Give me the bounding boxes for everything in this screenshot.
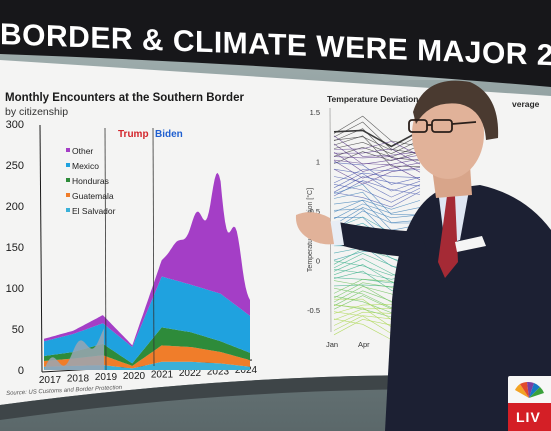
x-tick-label: 2017 [39,375,62,386]
banner [0,0,551,87]
temperature-line [333,128,421,161]
right-y-tick-label: -0.5 [307,306,320,315]
temperature-line [333,115,421,147]
temperature-line [333,143,421,165]
y-tick-label: 0 [18,365,24,377]
right-x-tick-label: Apr [358,340,370,349]
right-x-tick-label: Jan [326,340,338,349]
temperature-line [333,184,421,203]
presenter-tie [438,196,458,278]
presenter-hand [295,212,334,245]
right-y-tick-label: 0 [316,257,320,266]
temperature-line [333,184,421,216]
x-tick-label: 2023 [207,367,230,378]
temperature-line [333,145,421,158]
x-tick-label: 2018 [67,374,90,385]
presenter-glasses [408,119,477,133]
trump-start-line [104,127,107,371]
area-baseline [44,328,104,370]
trump-label: Trump [118,129,149,140]
y-tick-label: 250 [6,160,24,172]
legend-swatch [66,163,70,167]
right-chart-title: Temperature Deviation [327,94,419,104]
temperature-line [333,160,421,179]
y-tick-label: 300 [6,119,24,131]
x-tick-label: 2019 [95,372,118,383]
y-tick-label: 100 [6,283,24,295]
legend-item: El Salvador [72,206,116,216]
temperature-line [333,168,421,192]
temperature-line [333,139,421,155]
y-tick-label: 200 [6,201,24,213]
temperature-line [333,156,421,173]
temperature-line [333,191,421,224]
right-y-tick-label: 0.5 [310,207,320,216]
temperature-line [333,141,421,156]
legend-item: Mexico [72,161,99,171]
temperature-line [333,135,421,157]
y-tick-label: 150 [6,242,24,254]
x-tick-label: 2022 [179,368,202,379]
left-stacked-areas: Other Mexico Honduras Guatemala El Salvador T… [44,129,250,370]
left-x-ticks: 2017 2018 2019 2020 2021 2022 2023 2024 [39,365,258,386]
temperature-line [333,172,421,189]
biden-label: Biden [155,129,183,140]
biden-start-line [152,127,155,367]
temperature-line [333,129,421,148]
presenter-hair [413,80,499,140]
temperature-line [333,210,420,231]
legend-item: Honduras [72,176,109,186]
temperature-line [333,199,421,213]
peacock-icon [508,376,551,403]
temperature-line [333,203,421,220]
right-chart-title-tail: verage [512,99,540,109]
presenter-arm [336,222,430,258]
temperature-line [333,169,421,184]
presenter-head [412,89,484,179]
temperature-line [333,176,421,193]
x-tick-label: 2024 [235,365,258,376]
temperature-line [333,148,421,165]
presenter-pocket-square [455,236,486,252]
left-chart-title: Monthly Encounters at the Southern Borde… [5,92,244,104]
left-y-ticks: 0 50 100 150 200 250 300 [6,119,24,377]
temperature-line [333,167,421,185]
live-badge: LIV [508,403,551,431]
legend-item: Guatemala [72,191,114,201]
x-tick-label: 2021 [151,369,174,380]
presenter [295,80,551,431]
network-logo: LIV [508,376,551,431]
presenter-suit [385,185,551,431]
legend-swatch [66,148,70,152]
legend-swatch [66,178,70,182]
right-y-tick-label: 1 [316,158,320,167]
area-honduras [44,327,250,366]
left-chart-subtitle: by citizenship [5,106,69,118]
y-tick-label: 50 [12,324,24,336]
temperature-line [333,200,421,231]
temperature-line [333,159,421,181]
legend-swatch [66,208,70,212]
x-tick-label: 2020 [123,371,146,382]
temperature-line [333,207,421,226]
right-y-tick-label: 1.5 [310,108,320,117]
area-mexico [44,276,250,364]
temperature-line [333,180,421,197]
temperature-line [333,176,421,198]
legend-swatch [66,193,70,197]
legend-item: Other [72,146,93,156]
area-other [44,172,250,347]
